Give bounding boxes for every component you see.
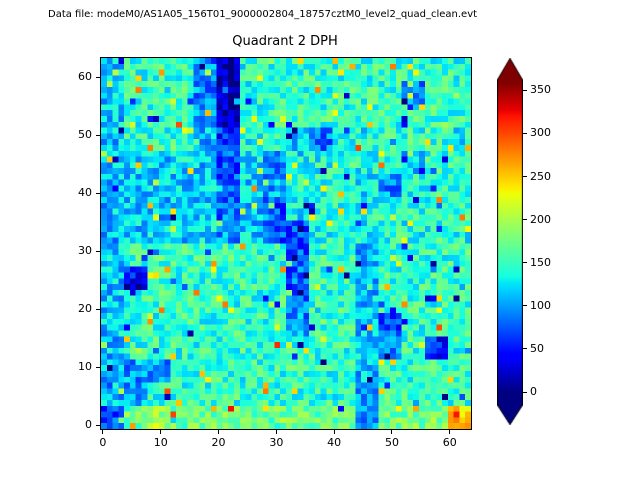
x-tick-label: 10 xyxy=(153,436,168,449)
y-tick-mark xyxy=(96,308,100,310)
x-tick-label: 50 xyxy=(384,436,399,449)
y-tick-label: 20 xyxy=(78,302,92,316)
colorbar-tick-label: 200 xyxy=(530,212,551,226)
x-tick-label: 0 xyxy=(99,436,107,449)
heatmap-axes xyxy=(100,57,472,430)
y-tick-mark xyxy=(96,366,100,368)
y-tick-mark xyxy=(96,424,100,426)
x-tick-label: 30 xyxy=(269,436,284,449)
colorbar-tick-label: 150 xyxy=(530,255,551,269)
colorbar xyxy=(497,58,523,425)
plot-title: Quadrant 2 DPH xyxy=(232,34,338,49)
x-tick-mark xyxy=(333,430,335,434)
colorbar-tick-mark xyxy=(523,89,527,91)
colorbar-tick-label: 250 xyxy=(530,169,551,183)
y-tick-label: 30 xyxy=(78,244,92,258)
y-tick-label: 0 xyxy=(85,418,92,432)
heatmap-image xyxy=(101,58,471,429)
colorbar-tick-label: 0 xyxy=(530,385,537,399)
colorbar-tick-mark xyxy=(523,219,527,221)
y-tick-label: 50 xyxy=(78,128,92,142)
y-tick-label: 60 xyxy=(78,70,92,84)
y-tick-mark xyxy=(96,134,100,136)
x-tick-mark xyxy=(391,430,393,434)
colorbar-tick-mark xyxy=(523,176,527,178)
colorbar-tick-mark xyxy=(523,348,527,350)
y-tick-label: 10 xyxy=(78,360,92,374)
colorbar-tick-label: 50 xyxy=(530,341,544,355)
y-tick-label: 40 xyxy=(78,186,92,200)
x-tick-label: 60 xyxy=(442,436,457,449)
colorbar-tick-label: 350 xyxy=(530,83,551,97)
x-tick-mark xyxy=(218,430,220,434)
x-tick-label: 20 xyxy=(211,436,226,449)
x-tick-mark xyxy=(449,430,451,434)
x-tick-mark xyxy=(160,430,162,434)
y-tick-mark xyxy=(96,250,100,252)
colorbar-tick-mark xyxy=(523,132,527,134)
x-tick-mark xyxy=(275,430,277,434)
colorbar-tick-label: 300 xyxy=(530,126,551,140)
x-tick-label: 40 xyxy=(327,436,342,449)
colorbar-tick-mark xyxy=(523,262,527,264)
colorbar-tick-label: 100 xyxy=(530,298,551,312)
y-tick-mark xyxy=(96,76,100,78)
colorbar-tick-mark xyxy=(523,391,527,393)
y-tick-mark xyxy=(96,192,100,194)
x-tick-mark xyxy=(102,430,104,434)
data-file-caption: Data file: modeM0/AS1A05_156T01_90000028… xyxy=(48,9,478,20)
colorbar-tick-mark xyxy=(523,305,527,307)
